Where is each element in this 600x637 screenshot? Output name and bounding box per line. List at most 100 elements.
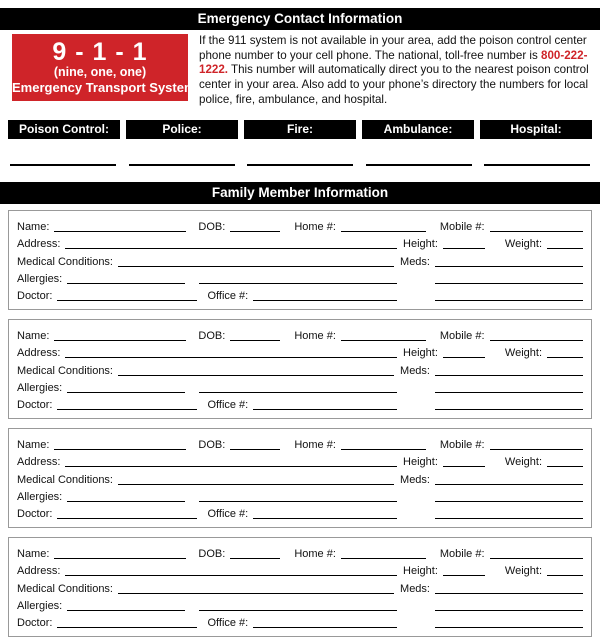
height-line[interactable] bbox=[442, 575, 485, 577]
dob-label: DOB: bbox=[198, 438, 226, 451]
mobile-number-label: Mobile #: bbox=[439, 329, 485, 342]
poison-control-phone-number: 800-222-1222. bbox=[199, 48, 588, 77]
section-header-family: Family Member Information bbox=[0, 181, 600, 204]
weight-line[interactable] bbox=[547, 575, 583, 577]
doctor-line[interactable] bbox=[57, 409, 198, 411]
address-line[interactable] bbox=[65, 357, 398, 359]
doctor-label: Doctor: bbox=[17, 508, 53, 521]
name-line[interactable] bbox=[54, 557, 187, 559]
height-label: Height: bbox=[403, 456, 438, 469]
member-row-1: Name: DOB: Home #: Mobile #: bbox=[17, 217, 583, 234]
name-line[interactable] bbox=[54, 339, 187, 341]
meds-line[interactable] bbox=[435, 374, 583, 376]
member-row-4: Allergies: bbox=[17, 487, 583, 504]
mobile-number-line[interactable] bbox=[489, 230, 583, 232]
member-row-3: Medical Conditions: Meds: bbox=[17, 578, 583, 595]
meds-line-3[interactable] bbox=[435, 300, 583, 302]
hospital-number-line[interactable] bbox=[484, 163, 590, 166]
dob-line[interactable] bbox=[230, 230, 281, 232]
meds-line-3[interactable] bbox=[435, 627, 583, 629]
mobile-number-label: Mobile #: bbox=[439, 220, 485, 233]
medical-conditions-line[interactable] bbox=[118, 483, 395, 485]
allergies-line-2[interactable] bbox=[199, 610, 397, 612]
member-row-1: Name: DOB: Home #: Mobile #: bbox=[17, 435, 583, 452]
home-number-line[interactable] bbox=[340, 448, 426, 450]
police-number-line[interactable] bbox=[128, 163, 235, 166]
allergies-line-2[interactable] bbox=[199, 501, 397, 503]
fire-number-line[interactable] bbox=[247, 163, 353, 166]
member-row-5: Doctor: Office #: bbox=[17, 395, 583, 412]
weight-line[interactable] bbox=[547, 248, 583, 250]
medical-conditions-line[interactable] bbox=[118, 265, 395, 267]
poison-control-number-line[interactable] bbox=[10, 163, 116, 166]
mobile-number-line[interactable] bbox=[489, 339, 583, 341]
poison-control-instructions: If the 911 system is not available in yo… bbox=[199, 34, 590, 108]
meds-line-3[interactable] bbox=[435, 409, 583, 411]
allergies-line-2[interactable] bbox=[199, 392, 397, 394]
allergies-line[interactable] bbox=[67, 283, 186, 285]
doctor-line[interactable] bbox=[57, 518, 198, 520]
height-line[interactable] bbox=[442, 357, 485, 359]
medical-conditions-label: Medical Conditions: bbox=[17, 473, 113, 486]
allergies-line[interactable] bbox=[67, 610, 186, 612]
dob-label: DOB: bbox=[198, 547, 226, 560]
meds-line-2[interactable] bbox=[435, 501, 583, 503]
home-number-line[interactable] bbox=[340, 339, 426, 341]
doctor-line[interactable] bbox=[57, 627, 198, 629]
family-member-block: Name: DOB: Home #: Mobile #: Address: He… bbox=[8, 427, 592, 528]
medical-conditions-line[interactable] bbox=[118, 592, 395, 594]
weight-line[interactable] bbox=[547, 357, 583, 359]
mobile-number-line[interactable] bbox=[489, 557, 583, 559]
home-number-label: Home #: bbox=[294, 329, 336, 342]
height-line[interactable] bbox=[442, 248, 485, 250]
name-line[interactable] bbox=[54, 448, 187, 450]
family-member-block: Name: DOB: Home #: Mobile #: Address: He… bbox=[8, 536, 592, 637]
member-row-2: Address: Height: Weight: bbox=[17, 343, 583, 360]
office-number-label: Office #: bbox=[207, 399, 249, 412]
meds-line[interactable] bbox=[435, 483, 583, 485]
911-callout-box: 9 - 1 - 1 (nine, one, one) Emergency Tra… bbox=[12, 34, 196, 101]
meds-line[interactable] bbox=[435, 592, 583, 594]
mobile-number-line[interactable] bbox=[489, 448, 583, 450]
height-line[interactable] bbox=[442, 466, 485, 468]
office-number-line[interactable] bbox=[253, 409, 397, 411]
dob-line[interactable] bbox=[230, 339, 281, 341]
height-label: Height: bbox=[403, 238, 438, 251]
dob-line[interactable] bbox=[230, 448, 281, 450]
mobile-number-label: Mobile #: bbox=[439, 438, 485, 451]
member-row-2: Address: Height: Weight: bbox=[17, 452, 583, 469]
meds-line-3[interactable] bbox=[435, 518, 583, 520]
meds-line-2[interactable] bbox=[435, 610, 583, 612]
weight-line[interactable] bbox=[547, 466, 583, 468]
allergies-line-2[interactable] bbox=[199, 283, 397, 285]
family-member-blocks: Name: DOB: Home #: Mobile #: Address: He… bbox=[8, 209, 592, 637]
home-number-line[interactable] bbox=[340, 557, 426, 559]
dob-label: DOB: bbox=[198, 220, 226, 233]
home-number-line[interactable] bbox=[340, 230, 426, 232]
dob-line[interactable] bbox=[230, 557, 281, 559]
office-number-line[interactable] bbox=[253, 300, 397, 302]
office-number-line[interactable] bbox=[253, 518, 397, 520]
meds-label: Meds: bbox=[400, 582, 430, 595]
allergies-line[interactable] bbox=[67, 392, 186, 394]
meds-line-2[interactable] bbox=[435, 283, 583, 285]
doctor-line[interactable] bbox=[57, 300, 198, 302]
dob-label: DOB: bbox=[198, 329, 226, 342]
address-line[interactable] bbox=[65, 248, 398, 250]
meds-label: Meds: bbox=[400, 473, 430, 486]
allergies-line[interactable] bbox=[67, 501, 186, 503]
meds-line[interactable] bbox=[435, 265, 583, 267]
meds-label: Meds: bbox=[400, 364, 430, 377]
address-line[interactable] bbox=[65, 575, 398, 577]
family-member-block: Name: DOB: Home #: Mobile #: Address: He… bbox=[8, 318, 592, 419]
member-row-4: Allergies: bbox=[17, 378, 583, 395]
ambulance-number-line[interactable] bbox=[365, 163, 472, 166]
meds-line-2[interactable] bbox=[435, 392, 583, 394]
medical-conditions-line[interactable] bbox=[118, 374, 395, 376]
weight-label: Weight: bbox=[504, 238, 542, 251]
address-line[interactable] bbox=[65, 466, 398, 468]
section-header-emergency: Emergency Contact Information bbox=[0, 8, 600, 30]
office-number-line[interactable] bbox=[253, 627, 397, 629]
name-line[interactable] bbox=[54, 230, 187, 232]
member-row-3: Medical Conditions: Meds: bbox=[17, 469, 583, 486]
